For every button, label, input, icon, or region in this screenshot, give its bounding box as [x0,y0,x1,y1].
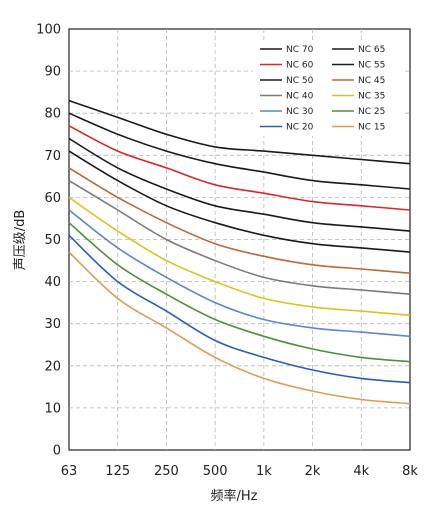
legend-label: NC 55 [358,61,385,71]
series-line-nc-25 [68,222,411,363]
x-tick-label: 63 [61,464,78,479]
x-tick-label: 1k [256,464,272,479]
y-tick-label: 100 [36,23,61,38]
legend-label: NC 50 [286,76,314,86]
y-tick-label: 30 [44,317,61,332]
y-tick-label: 80 [44,107,61,122]
x-tick-label: 125 [105,464,130,479]
series-line-nc-60 [68,125,411,211]
x-tick-label: 250 [154,464,179,479]
x-tick-label: 4k [353,464,369,479]
legend-label: NC 45 [358,76,385,86]
series-line-nc-45 [68,167,411,274]
series-line-nc-65 [68,112,411,190]
series-line-nc-70 [68,99,411,165]
series-line-nc-30 [68,209,411,338]
legend-label: NC 65 [358,45,385,55]
series-line-nc-55 [68,137,411,232]
y-tick-label: 10 [44,401,61,416]
legend: NC 70 NC 65 NC 60 NC 55 NC 50 NC 45 NC 40 NC 35… [253,40,403,136]
y-tick-label: 60 [44,191,61,206]
legend-label: NC 25 [358,107,385,117]
legend-label: NC 70 [286,45,314,55]
y-tick-label: 90 [44,65,61,80]
y-tick-label: 70 [44,149,61,164]
x-tick-label: 500 [203,464,228,479]
y-tick-label: 20 [44,359,61,374]
series-line-nc-40 [68,179,411,295]
legend-label: NC 40 [286,92,314,102]
legend-label: NC 30 [286,107,314,117]
x-tick-label: 2k [305,464,321,479]
series-line-nc-15 [68,251,411,405]
series-line-nc-50 [68,150,411,253]
x-axis-label: 频率/Hz [211,488,258,504]
y-tick-label: 50 [44,233,61,248]
legend-label: NC 15 [358,123,385,133]
y-tick-label: 40 [44,275,61,290]
y-axis-label: 声压级/dB [13,210,28,271]
x-tick-label: 8k [402,464,418,479]
legend-label: NC 35 [358,92,385,102]
y-tick-label: 0 [53,444,61,459]
series-line-nc-20 [68,234,411,384]
y-tick-labels: 0 10 20 30 40 50 60 70 80 90 100 [36,23,61,459]
series-line-nc-35 [68,196,411,317]
legend-label: NC 60 [286,61,314,71]
legend-label: NC 20 [286,123,314,133]
series-lines [68,99,411,405]
legend-box [253,40,403,136]
x-tick-labels: 63 125 250 500 1k 2k 4k 8k [61,464,419,479]
